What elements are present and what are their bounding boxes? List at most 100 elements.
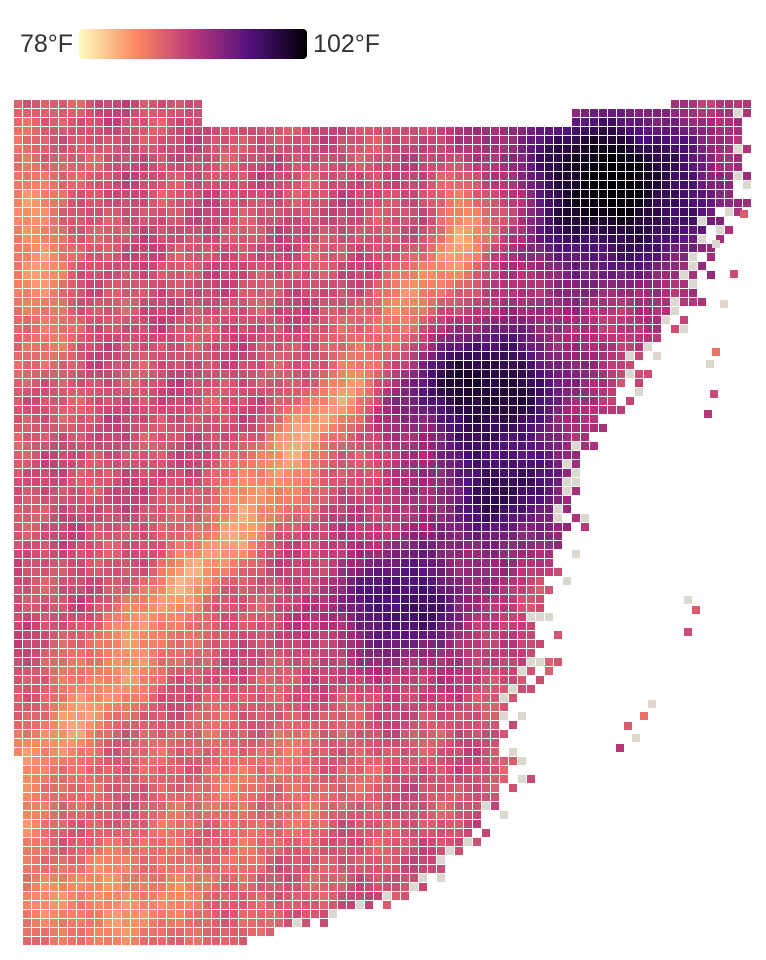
grid-cell	[104, 676, 112, 684]
grid-cell	[572, 469, 580, 477]
grid-cell	[653, 235, 661, 243]
grid-cell	[122, 316, 130, 324]
grid-cell	[140, 478, 148, 486]
grid-cell	[41, 316, 49, 324]
grid-cell	[275, 244, 283, 252]
grid-cell	[221, 217, 229, 225]
grid-cell	[437, 523, 445, 531]
grid-cell	[662, 154, 670, 162]
grid-cell	[293, 127, 301, 135]
grid-cell	[230, 550, 238, 558]
grid-cell	[428, 775, 436, 783]
grid-cell	[131, 280, 139, 288]
grid-cell	[194, 595, 202, 603]
grid-cell	[635, 298, 643, 306]
grid-cell	[221, 604, 229, 612]
grid-cell	[14, 712, 22, 720]
grid-cell	[113, 415, 121, 423]
grid-cell	[86, 280, 94, 288]
grid-cell	[491, 685, 499, 693]
grid-cell	[230, 712, 238, 720]
grid-cell	[338, 730, 346, 738]
grid-cell	[32, 406, 40, 414]
grid-cell	[32, 640, 40, 648]
grid-cell	[635, 271, 643, 279]
grid-cell	[59, 253, 67, 261]
grid-cell	[599, 334, 607, 342]
grid-cell	[509, 685, 517, 693]
grid-cell	[338, 775, 346, 783]
grid-cell	[590, 244, 598, 252]
grid-cell	[365, 505, 373, 513]
grid-cell	[419, 676, 427, 684]
grid-cell	[176, 604, 184, 612]
grid-cell	[194, 415, 202, 423]
grid-cell	[194, 703, 202, 711]
grid-cell	[671, 199, 679, 207]
grid-cell	[419, 370, 427, 378]
grid-cell	[437, 199, 445, 207]
grid-cell	[194, 505, 202, 513]
grid-cell	[239, 766, 247, 774]
grid-cell	[284, 757, 292, 765]
grid-cell	[455, 658, 463, 666]
grid-cell	[86, 748, 94, 756]
grid-cell	[455, 640, 463, 648]
grid-cell	[464, 307, 472, 315]
grid-cell	[32, 118, 40, 126]
grid-cell	[599, 424, 607, 432]
grid-cell	[419, 613, 427, 621]
grid-cell	[167, 523, 175, 531]
grid-cell	[23, 307, 31, 315]
grid-cell	[41, 478, 49, 486]
grid-cell	[221, 334, 229, 342]
grid-cell	[41, 415, 49, 423]
grid-cell	[131, 334, 139, 342]
grid-cell	[149, 379, 157, 387]
grid-cell	[464, 199, 472, 207]
grid-cell	[122, 703, 130, 711]
grid-cell	[86, 379, 94, 387]
grid-cell	[356, 262, 364, 270]
grid-cell	[734, 199, 742, 207]
grid-cell	[95, 604, 103, 612]
grid-cell	[419, 730, 427, 738]
grid-cell	[401, 406, 409, 414]
grid-cell	[122, 748, 130, 756]
grid-cell	[698, 262, 706, 270]
grid-cell	[266, 397, 274, 405]
grid-cell	[185, 433, 193, 441]
grid-cell	[131, 631, 139, 639]
grid-cell	[221, 721, 229, 729]
grid-cell	[473, 640, 481, 648]
grid-cell	[158, 397, 166, 405]
grid-cell	[113, 280, 121, 288]
grid-cell	[608, 127, 616, 135]
grid-cell	[518, 397, 526, 405]
grid-cell	[248, 361, 256, 369]
grid-cell	[410, 217, 418, 225]
grid-cell	[158, 766, 166, 774]
grid-cell	[212, 208, 220, 216]
grid-cell	[707, 145, 715, 153]
grid-cell	[347, 316, 355, 324]
grid-cell	[473, 730, 481, 738]
grid-cell	[167, 604, 175, 612]
grid-cell	[428, 136, 436, 144]
grid-cell	[563, 460, 571, 468]
grid-cell	[113, 271, 121, 279]
grid-cell	[473, 514, 481, 522]
grid-cell	[86, 316, 94, 324]
grid-cell	[104, 298, 112, 306]
grid-cell	[221, 298, 229, 306]
grid-cell	[482, 775, 490, 783]
grid-cell	[257, 739, 265, 747]
grid-cell	[707, 154, 715, 162]
grid-cell	[131, 694, 139, 702]
grid-cell	[644, 181, 652, 189]
grid-cell	[140, 577, 148, 585]
grid-cell	[500, 667, 508, 675]
grid-cell	[572, 316, 580, 324]
grid-cell	[608, 190, 616, 198]
grid-cell	[239, 577, 247, 585]
